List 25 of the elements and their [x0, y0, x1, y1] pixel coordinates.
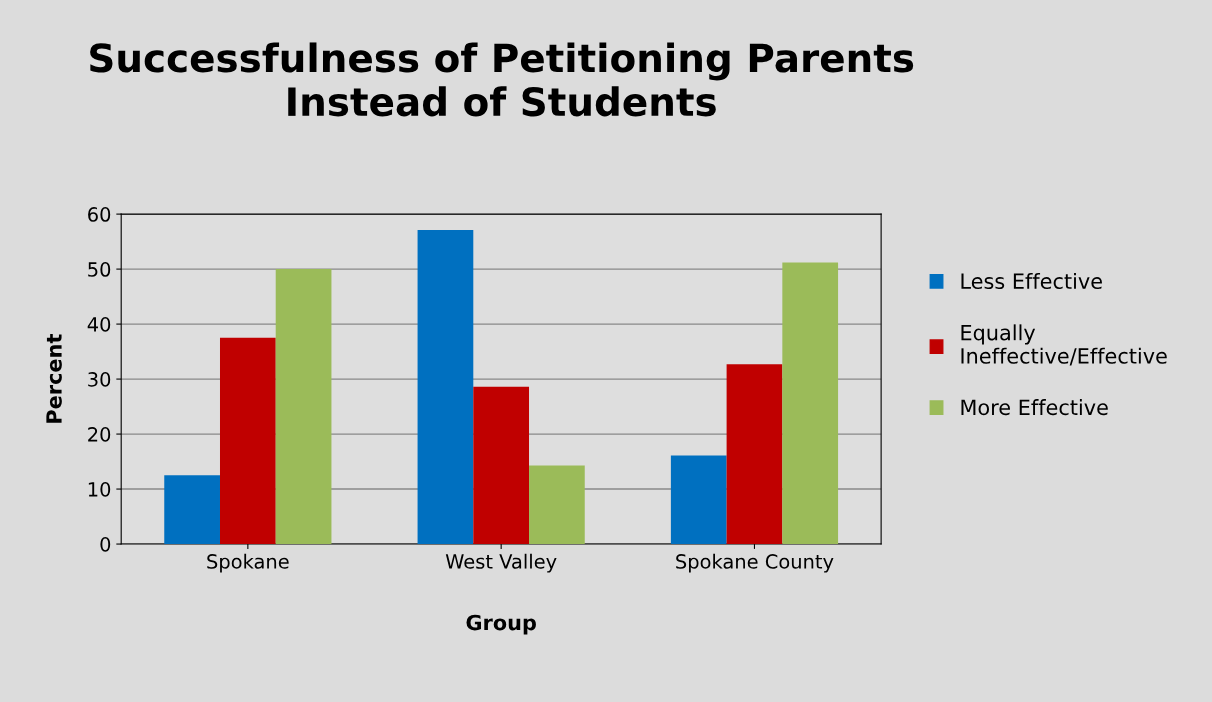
- y-tick-label: 10: [88, 482, 111, 497]
- bar: [219, 337, 276, 545]
- x-tick-label: Spokane: [207, 553, 289, 573]
- legend-label: More Effective: [961, 399, 1108, 416]
- bar: [529, 465, 585, 545]
- y-axis-title: Percent: [46, 334, 62, 423]
- legend-label: Less Effective: [961, 272, 1102, 290]
- bar: [417, 230, 474, 545]
- y-tick-label: 50: [88, 262, 111, 277]
- y-tick-label: 60: [88, 207, 111, 222]
- x-tick-label: Spokane County: [676, 553, 834, 573]
- y-tick-label: 40: [87, 317, 111, 332]
- bar: [473, 386, 530, 545]
- chart-title: Successfulness of Petitioning Parents Instead of Students: [90, 42, 914, 117]
- bar: [164, 475, 220, 545]
- bar: [782, 262, 839, 545]
- bar: [726, 364, 783, 545]
- x-tick-label: West Valley: [445, 553, 557, 573]
- legend-label: Equally Ineffective/Effective: [961, 324, 1167, 366]
- x-axis-title: Group: [466, 614, 536, 635]
- y-tick-label: 30: [88, 372, 111, 387]
- bar: [670, 455, 727, 545]
- y-tick-label: 0: [100, 537, 111, 552]
- bar: [275, 269, 332, 545]
- y-tick-label: 20: [88, 427, 111, 442]
